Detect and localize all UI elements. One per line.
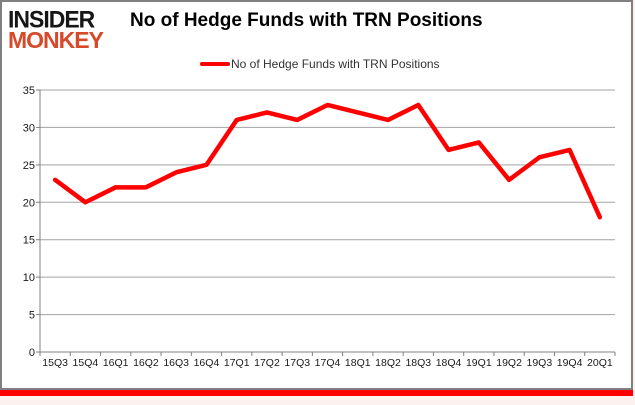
y-tick-label: 35	[23, 85, 35, 97]
chart-legend: No of Hedge Funds with TRN Positions	[200, 57, 440, 71]
x-tick-label: 19Q1	[466, 357, 492, 369]
x-tick-label: 15Q3	[42, 357, 68, 369]
x-tick-label: 16Q1	[103, 357, 129, 369]
y-tick-label: 0	[29, 347, 35, 359]
x-tick-label: 17Q2	[254, 357, 280, 369]
x-tick-label: 16Q3	[163, 357, 189, 369]
series-line	[52, 102, 603, 220]
y-tick-label: 10	[23, 272, 35, 284]
x-tick-label: 17Q1	[224, 357, 250, 369]
y-tick-label: 30	[23, 122, 35, 134]
x-tick-label: 15Q4	[73, 357, 99, 369]
x-tick-label: 16Q4	[194, 357, 220, 369]
x-tick-label: 16Q2	[133, 357, 159, 369]
x-tick-label: 19Q2	[496, 357, 522, 369]
legend-line-swatch	[200, 62, 230, 66]
y-tick-label: 15	[23, 235, 35, 247]
x-tick-label: 17Q3	[284, 357, 310, 369]
y-tick-label: 20	[23, 197, 35, 209]
x-tick-label: 19Q3	[526, 357, 552, 369]
logo-text-monkey: MONKEY	[8, 27, 104, 53]
x-tick-label: 18Q1	[345, 357, 371, 369]
x-tick-label: 20Q1	[587, 357, 613, 369]
line-chart-plot: 0 5 10 15 20 25 30 35 15Q3 15Q4 16Q1 16Q2 16Q3 16Q4 17…	[23, 85, 616, 369]
x-tick-label: 18Q3	[405, 357, 431, 369]
insider-monkey-logo: INSIDER MONKEY	[8, 5, 104, 53]
x-tick-label: 19Q4	[557, 357, 583, 369]
x-tick-label: 18Q2	[375, 357, 401, 369]
logo-text-insider: INSIDER	[8, 5, 95, 33]
chart-card: INSIDER MONKEY No of Hedge Funds with TR…	[0, 0, 633, 390]
chart-title: No of Hedge Funds with TRN Positions	[130, 10, 483, 31]
bottom-red-bar	[0, 390, 633, 396]
x-tick-label: 17Q4	[315, 357, 341, 369]
legend-label: No of Hedge Funds with TRN Positions	[231, 57, 440, 71]
y-tick-label: 25	[23, 160, 35, 172]
x-tick-label: 18Q4	[436, 357, 462, 369]
y-tick-label: 5	[29, 310, 35, 322]
